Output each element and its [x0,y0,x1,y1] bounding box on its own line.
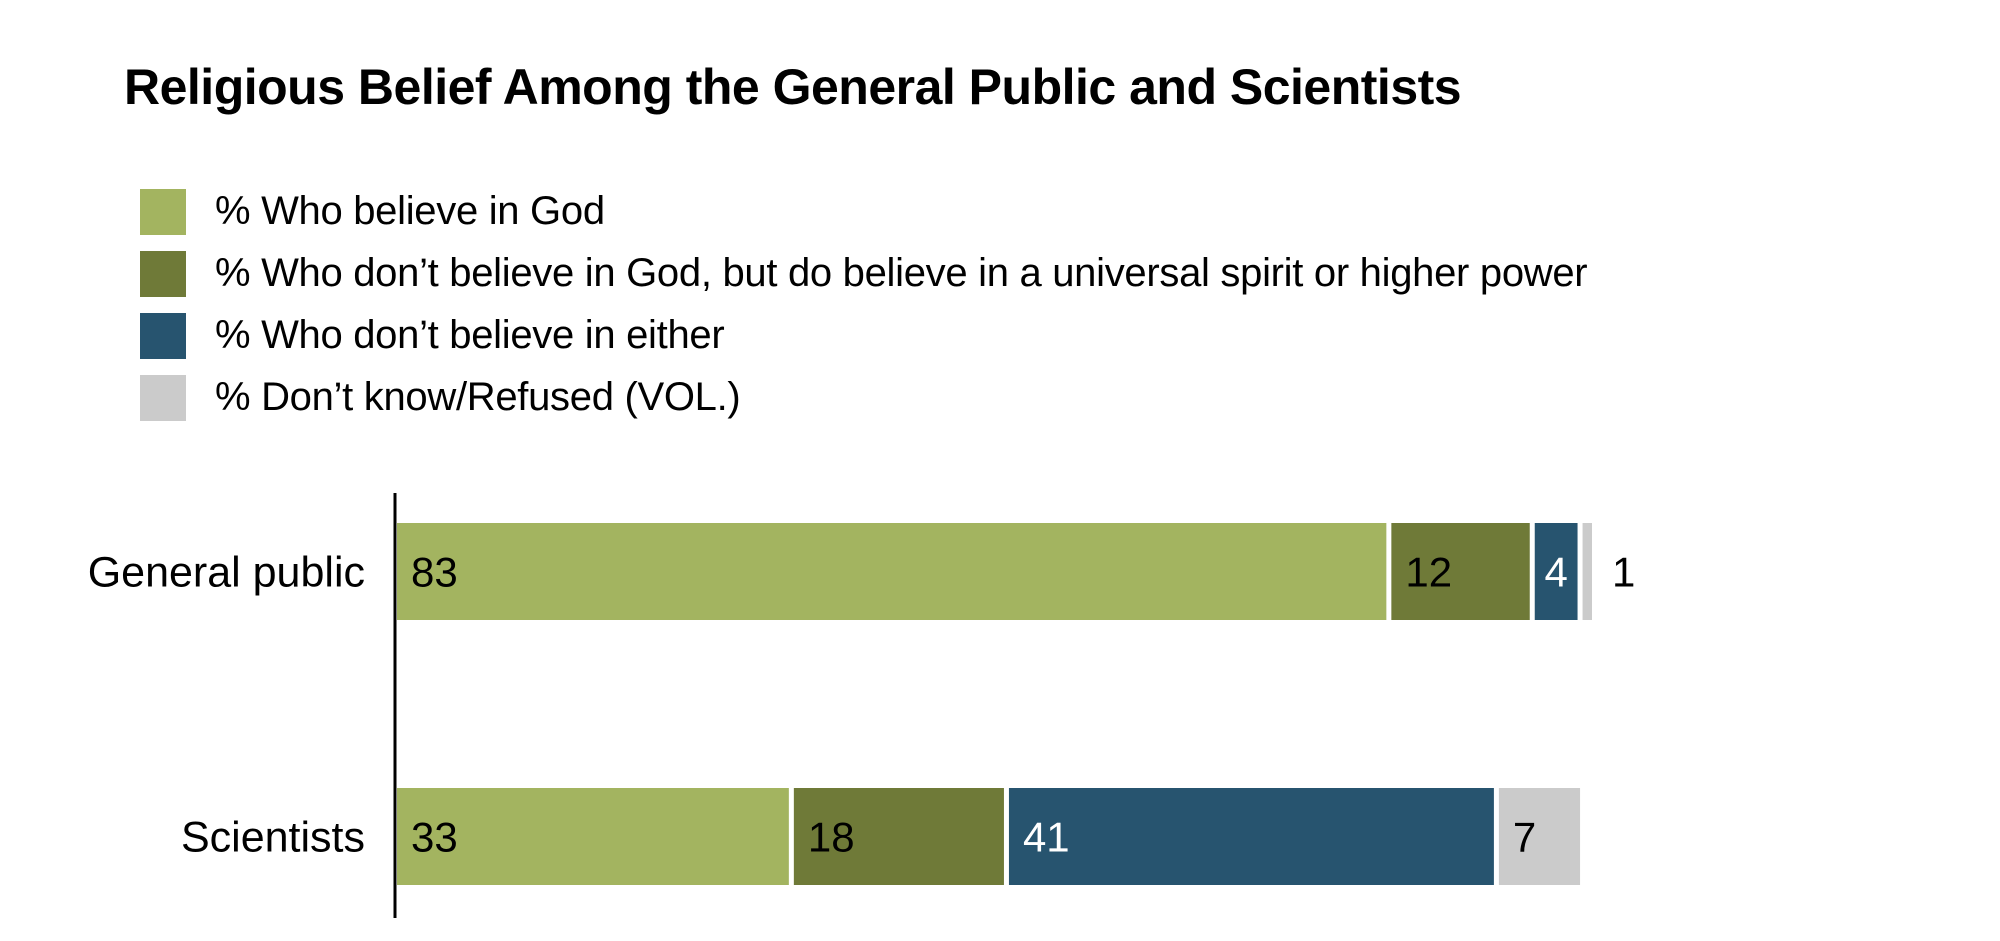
legend-swatch [140,375,186,421]
legend-label: % Who believe in God [215,189,605,233]
legend-swatch [140,251,186,297]
data-label: 33 [411,814,458,861]
bar-segment [397,788,789,885]
bar-segment [1008,788,1494,885]
bar-segment [1498,788,1581,885]
chart-title: Religious Belief Among the General Publi… [124,59,1462,115]
data-label: 1 [1612,549,1635,596]
data-label: 7 [1513,814,1536,861]
bar-segment [793,788,1004,885]
bar-segment [397,523,1387,620]
data-label: 41 [1023,814,1070,861]
legend-label: % Who don’t believe in God, but do belie… [215,251,1588,295]
bar-segment [1582,523,1592,620]
legend-swatch [140,189,186,235]
bar-segment [1534,523,1578,620]
data-label: 18 [808,814,855,861]
bar-segment [1391,523,1530,620]
category-label: General public [88,549,365,597]
legend-label: % Who don’t believe in either [215,313,725,357]
legend-swatch [140,313,186,359]
category-label: Scientists [181,814,365,862]
legend-label: % Don’t know/Refused (VOL.) [215,375,741,419]
data-label: 83 [411,549,458,596]
data-label: 4 [1544,549,1567,596]
data-label: 12 [1405,549,1452,596]
